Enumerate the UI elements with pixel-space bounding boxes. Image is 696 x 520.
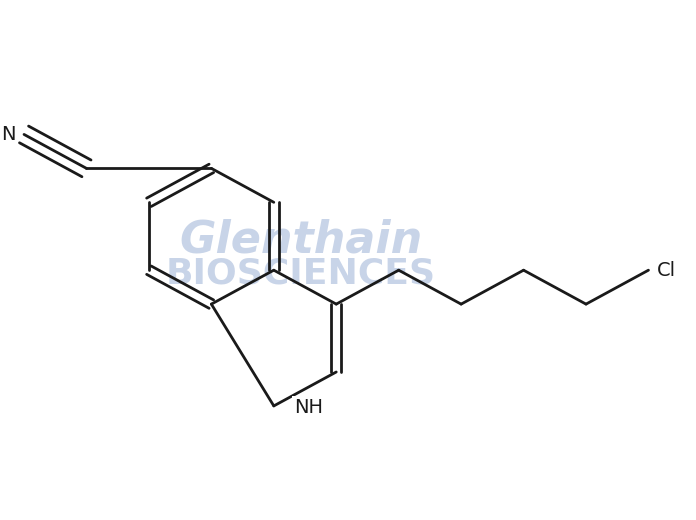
Text: N: N (1, 125, 16, 144)
Text: NH: NH (294, 398, 323, 417)
Text: BIOSCIENCES: BIOSCIENCES (166, 256, 436, 291)
Text: Glenthain: Glenthain (180, 218, 422, 261)
Text: Cl: Cl (656, 261, 676, 280)
